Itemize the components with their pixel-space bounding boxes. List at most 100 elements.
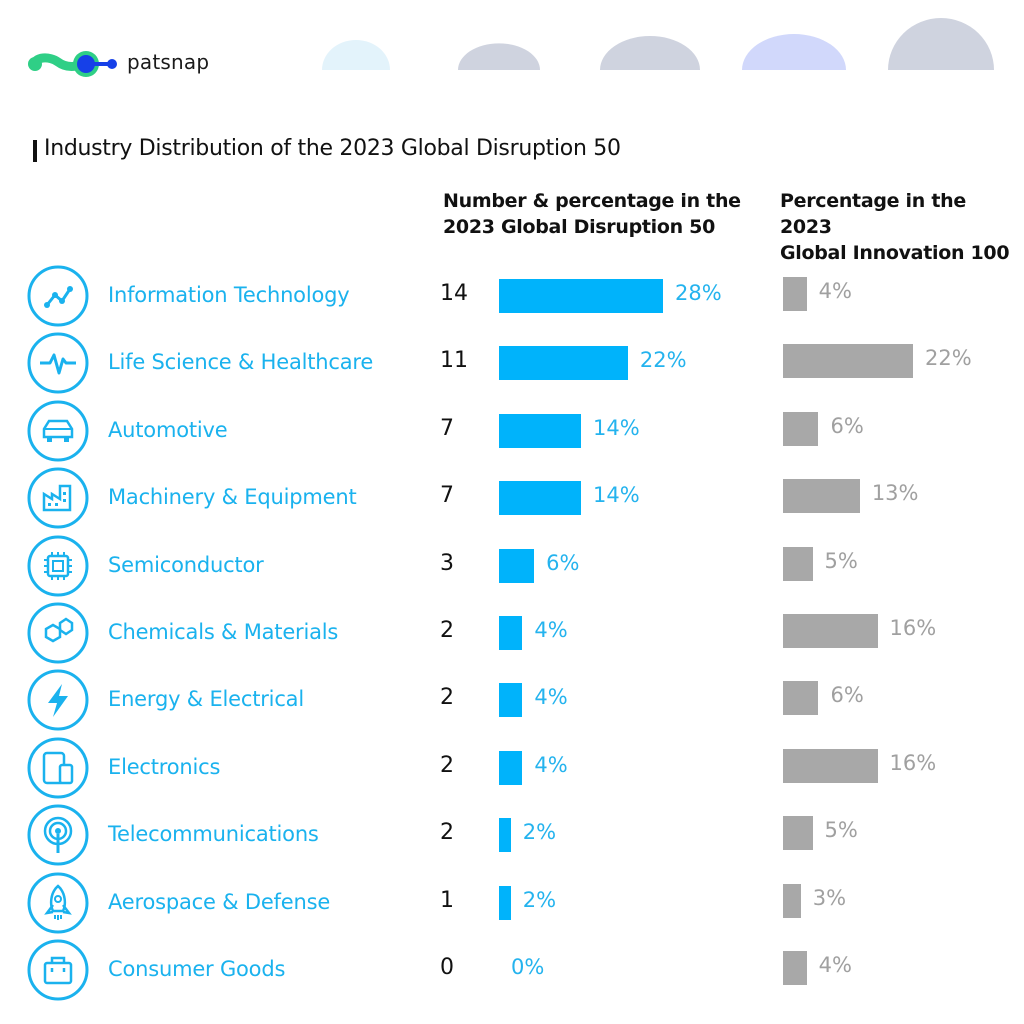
- bar-disruption: [499, 413, 581, 448]
- column-header-innovation-line2: Global Innovation 100: [780, 242, 1010, 264]
- rocket-icon: [27, 872, 89, 934]
- percent-label-innovation: 16%: [889, 616, 937, 640]
- percent-label-disruption: 22%: [639, 348, 687, 373]
- brand-name: patsnap: [127, 50, 210, 74]
- chart-row: Telecommunications 2 2% 5%: [0, 803, 1024, 866]
- column-header-innovation-line1: Percentage in the 2023: [780, 190, 966, 238]
- bar-disruption: [499, 481, 581, 516]
- percent-label-innovation: 6%: [830, 413, 864, 438]
- count-label: 2: [440, 820, 454, 846]
- category-label: Aerospace & Defense: [108, 889, 331, 914]
- percent-label-disruption: 28%: [675, 281, 722, 305]
- percent-label-disruption: 4%: [534, 685, 568, 710]
- bar-disruption: [499, 750, 523, 785]
- percent-label-innovation: 3%: [812, 885, 847, 910]
- bar-disruption: [499, 548, 535, 583]
- shopping-bag-icon: [27, 939, 89, 1001]
- column-header-disruption: Number & percentage in the 2023 Global D…: [443, 188, 763, 240]
- count-label: 0: [440, 955, 454, 980]
- bar-innovation: [783, 883, 801, 918]
- dome-4: [742, 34, 846, 70]
- count-label: 1: [440, 887, 454, 913]
- chart-row: Automotive 7 14% 6%: [0, 399, 1024, 462]
- chart-row: Energy & Electrical 2 4% 6%: [0, 668, 1024, 731]
- column-header-disruption-line2: 2023 Global Disruption 50: [443, 216, 716, 238]
- percent-label-disruption: 4%: [534, 618, 568, 642]
- percent-label-disruption: 0%: [511, 955, 545, 979]
- bar-innovation: [783, 546, 813, 581]
- bar-innovation: [783, 277, 807, 311]
- chart-row: Consumer Goods 0 0% 4%: [0, 938, 1024, 1001]
- bar-innovation: [783, 614, 878, 648]
- bar-disruption: [499, 346, 628, 381]
- count-label: 7: [440, 415, 454, 441]
- bar-innovation: [783, 681, 819, 716]
- percent-label-innovation: 5%: [824, 818, 858, 843]
- count-label: 2: [440, 685, 454, 711]
- bar-disruption: [499, 616, 523, 650]
- dome-2: [458, 43, 540, 70]
- percent-label-innovation: 16%: [889, 750, 937, 775]
- percent-label-disruption: 14%: [593, 483, 640, 508]
- bar-innovation: [783, 479, 860, 514]
- percent-label-innovation: 5%: [824, 548, 858, 573]
- count-label: 11: [440, 348, 468, 374]
- percent-label-innovation: 13%: [871, 481, 919, 506]
- percent-label-innovation: 22%: [925, 346, 972, 371]
- percent-label-disruption: 6%: [546, 550, 580, 575]
- page-title: Industry Distribution of the 2023 Global…: [44, 136, 621, 161]
- category-label: Information Technology: [108, 283, 350, 307]
- antenna-icon: [27, 804, 89, 866]
- category-label: Energy & Electrical: [108, 687, 304, 712]
- trend-line-icon: [27, 265, 89, 327]
- title-accent-bar: [33, 140, 37, 162]
- chart-row: Chemicals & Materials 2 4% 16%: [0, 601, 1024, 664]
- heartbeat-icon: [27, 332, 89, 394]
- count-label: 3: [440, 550, 454, 576]
- percent-label-disruption: 2%: [522, 887, 557, 912]
- category-label: Machinery & Equipment: [108, 485, 357, 510]
- count-label: 14: [440, 281, 468, 306]
- percent-label-innovation: 4%: [818, 279, 852, 303]
- bar-disruption: [499, 885, 511, 920]
- category-label: Telecommunications: [108, 822, 319, 847]
- column-header-innovation: Percentage in the 2023 Global Innovation…: [780, 188, 1020, 266]
- chart-row: Electronics 2 4% 16%: [0, 736, 1024, 799]
- percent-label-disruption: 2%: [522, 820, 557, 845]
- category-label: Automotive: [108, 417, 228, 442]
- count-label: 2: [440, 752, 454, 778]
- chart-row: Information Technology 14 28% 4%: [0, 264, 1024, 327]
- chip-icon: [27, 535, 89, 597]
- bar-innovation: [783, 816, 813, 851]
- percent-label-innovation: 4%: [818, 953, 852, 977]
- category-label: Semiconductor: [108, 552, 264, 577]
- car-icon: [27, 400, 89, 462]
- bar-disruption: [499, 279, 663, 313]
- chart-row: Life Science & Healthcare 11 22% 22%: [0, 331, 1024, 394]
- category-label: Consumer Goods: [108, 957, 286, 981]
- category-label: Chemicals & Materials: [108, 620, 339, 644]
- devices-icon: [27, 737, 89, 799]
- count-label: 2: [440, 618, 454, 643]
- bar-innovation: [783, 748, 878, 783]
- factory-icon: [27, 467, 89, 529]
- category-label: Life Science & Healthcare: [108, 350, 374, 375]
- percent-label-disruption: 14%: [593, 415, 640, 440]
- bar-innovation: [783, 344, 913, 379]
- dome-1: [322, 40, 390, 70]
- bar-disruption: [499, 818, 511, 853]
- patsnap-logo-icon: [28, 51, 117, 77]
- header: patsnap: [0, 0, 1024, 90]
- bar-innovation: [783, 951, 807, 985]
- decorative-domes: [322, 18, 994, 70]
- percent-label-disruption: 4%: [534, 752, 568, 777]
- chart-row: Semiconductor 3 6% 5%: [0, 534, 1024, 597]
- molecule-icon: [27, 602, 89, 664]
- bar-innovation: [783, 411, 819, 446]
- category-label: Electronics: [108, 754, 221, 779]
- dome-5: [888, 18, 994, 70]
- count-label: 7: [440, 483, 454, 509]
- column-header-disruption-line1: Number & percentage in the: [443, 190, 741, 212]
- bar-disruption: [499, 683, 523, 718]
